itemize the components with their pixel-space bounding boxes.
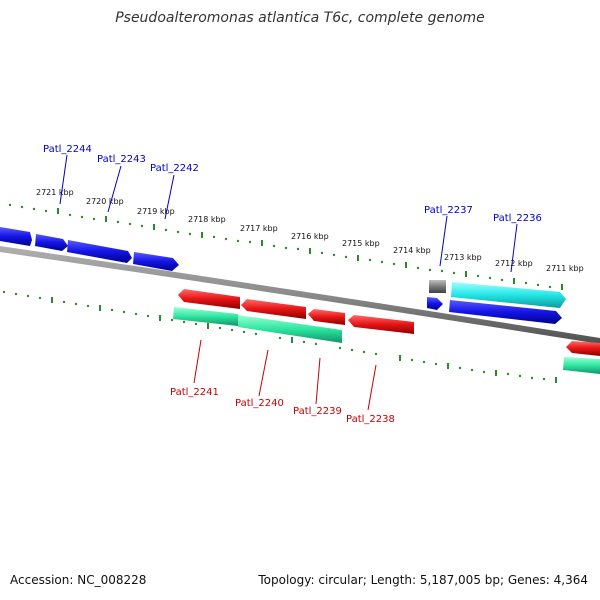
gene-pseudo[interactable]: [429, 280, 446, 293]
gene-arrow-reverse[interactable]: [241, 299, 306, 319]
gene-leader-lines-top: [59, 154, 518, 273]
gene-arrow-reverse[interactable]: [178, 289, 240, 309]
gene-arrow-reverse[interactable]: [308, 309, 345, 325]
gene-label-top[interactable]: Patl_2243: [97, 154, 146, 165]
tick-label: 2712 kbp: [495, 259, 533, 268]
tick-label: 2719 kbp: [137, 207, 175, 216]
gene-rna[interactable]: [238, 315, 342, 343]
gene-rna[interactable]: [173, 307, 238, 326]
tick-label: 2716 kbp: [291, 232, 329, 241]
lower-major-ticks: [51, 297, 557, 383]
tick-label: 2711 kbp: [546, 264, 584, 273]
lower-tick-ring: [2, 290, 546, 381]
gene-arrow-reverse[interactable]: [348, 315, 414, 334]
gene-label-top[interactable]: Patl_2237: [424, 205, 473, 216]
genome-backbone: [0, 246, 600, 344]
upper-major-ticks: [57, 208, 563, 290]
gene-arrow-forward[interactable]: [67, 240, 132, 263]
gene-arrow-forward[interactable]: [133, 252, 179, 271]
tick-label: 2720 kbp: [86, 197, 124, 206]
tick-label: 2713 kbp: [444, 253, 482, 262]
gene-label-bottom[interactable]: Patl_2241: [170, 387, 219, 398]
gene-label-top[interactable]: Patl_2242: [150, 163, 199, 174]
gene-label-top[interactable]: Patl_2236: [493, 213, 542, 224]
upper-tick-ring: [8, 203, 552, 289]
genome-summary: Topology: circular; Length: 5,187,005 bp…: [258, 573, 588, 587]
gene-arrow-forward[interactable]: [449, 300, 562, 324]
gene-leader-lines-bottom: [193, 339, 377, 411]
gene-arrow-forward[interactable]: [35, 234, 68, 251]
gene-arrow-reverse[interactable]: [566, 341, 600, 356]
map-title: Pseudoalteromonas atlantica T6c, complet…: [115, 10, 485, 26]
gene-label-top[interactable]: Patl_2244: [43, 144, 92, 155]
gene-label-bottom[interactable]: Patl_2240: [235, 398, 284, 409]
gene-arrow-forward[interactable]: [427, 297, 443, 310]
gene-rna[interactable]: [451, 282, 566, 308]
gene-rna[interactable]: [563, 357, 600, 374]
tick-label: 2718 kbp: [188, 215, 226, 224]
tick-label: 2721 kbp: [36, 188, 74, 197]
gene-label-bottom[interactable]: Patl_2239: [293, 406, 342, 417]
tick-label: 2715 kbp: [342, 239, 380, 248]
tick-label: 2714 kbp: [393, 246, 431, 255]
gene-label-bottom[interactable]: Patl_2238: [346, 414, 395, 425]
gene-arrow-forward[interactable]: [0, 227, 32, 246]
tick-label: 2717 kbp: [240, 224, 278, 233]
accession-label: Accession: NC_008228: [10, 573, 147, 587]
